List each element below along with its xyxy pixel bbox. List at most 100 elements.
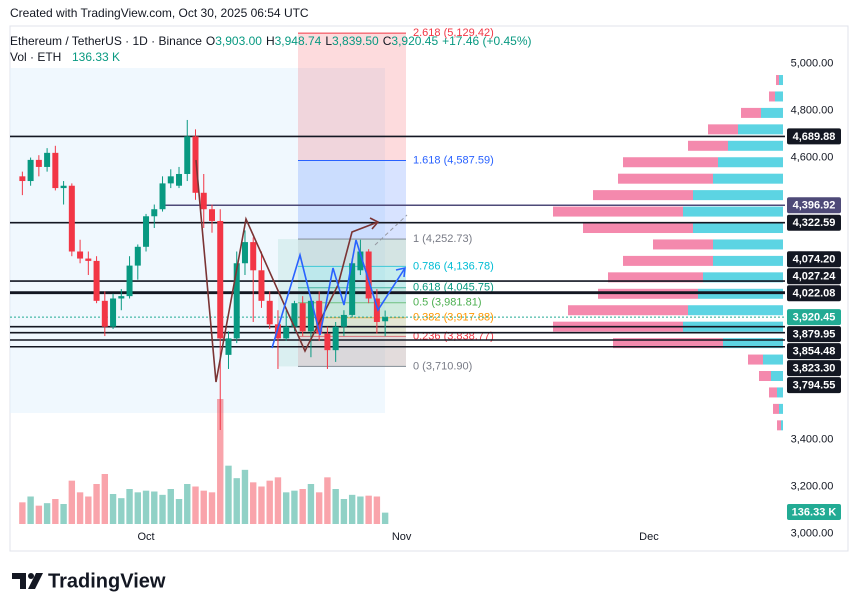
volume-bar (76, 492, 84, 524)
volume-bar (208, 492, 216, 524)
profile-up (779, 75, 783, 86)
volume-bar (35, 505, 43, 524)
candle-body (349, 263, 356, 315)
y-tick-label: 3,400.00 (791, 433, 834, 445)
y-tick-label: 3,200.00 (791, 480, 834, 492)
volume-bar (200, 490, 207, 524)
price-label-box (787, 343, 841, 360)
fib-zone (298, 33, 406, 161)
price-label-box (787, 214, 841, 231)
candle-body (291, 303, 298, 327)
volume-bar (151, 491, 158, 524)
price-label: 4,027.24 (793, 271, 837, 283)
candle-body (134, 246, 141, 266)
candle-body (143, 216, 150, 247)
volume-bar (167, 489, 174, 524)
profile-down (759, 371, 771, 381)
profile-up (728, 140, 783, 151)
candle-body (159, 183, 166, 210)
ohlc-key: O (206, 34, 215, 48)
fib-level-label: 0.5 (3,981.81) (413, 297, 482, 309)
volume-bar (373, 496, 381, 524)
profile-up (738, 124, 783, 135)
fib-zone (298, 160, 406, 240)
profile-down (777, 420, 781, 431)
volume-value: 136.33 K (72, 50, 120, 64)
y-tick-label: 4,800.00 (791, 104, 834, 116)
candle-body (35, 159, 42, 167)
volume-bar (134, 492, 141, 524)
volume-bar (250, 482, 257, 524)
candle-body (19, 176, 26, 182)
profile-up (775, 91, 783, 102)
logo-text: TradingView (48, 570, 166, 592)
arrow-head (395, 266, 406, 278)
ohlc-key: H (266, 34, 275, 48)
volume-bar (258, 486, 265, 524)
candle-body (217, 220, 224, 339)
volume-bar (109, 494, 117, 524)
projection-pattern (271, 239, 406, 349)
profile-down (593, 190, 693, 201)
ohlc-value: 3,839.50 (332, 34, 379, 48)
candle-body (126, 265, 133, 297)
volume-bar (324, 477, 331, 524)
profile-up (763, 354, 783, 365)
volume-bar (225, 465, 232, 524)
volume-bar (348, 494, 356, 524)
volume-bar (282, 492, 290, 524)
profile-up (723, 338, 783, 349)
volume-bar (315, 492, 323, 524)
fib-level-label: 0 (3,710.90) (413, 360, 472, 372)
profile-up (713, 239, 783, 250)
candle-body (60, 185, 67, 189)
symbol-legend: Ethereum / TetherUS · 1D · Binance O3,903… (10, 34, 532, 48)
volume-bar (365, 495, 372, 524)
candle-body (101, 300, 108, 327)
volume-bar (126, 489, 133, 524)
profile-down (688, 140, 728, 151)
volume-bar (291, 490, 298, 524)
volume-bar (266, 480, 273, 524)
candle-body (225, 338, 232, 355)
ohlc-value: 3,903.00 (215, 34, 262, 48)
pattern-drawings (195, 159, 408, 383)
volume-bar (233, 478, 240, 524)
candle-body (266, 300, 273, 325)
profile-down (653, 239, 713, 250)
profile-up (781, 420, 783, 431)
volume-bar (175, 499, 183, 524)
volume-title: Vol · ETH (10, 50, 61, 64)
price-label-box (787, 360, 841, 377)
profile-down (613, 338, 723, 349)
volume-bar (332, 489, 339, 524)
candle-body (44, 152, 51, 167)
volume-bar (340, 499, 348, 524)
candle-body (382, 317, 389, 322)
volume-bar (184, 484, 191, 524)
y-tick-label: 5,000.00 (791, 57, 834, 69)
candle-body (68, 185, 75, 252)
volume-axis-label: 136.33 K (792, 506, 837, 518)
profile-down (623, 157, 718, 168)
fib-level-label: 0.382 (3,917.88) (413, 312, 494, 324)
volume-bar (307, 484, 315, 524)
profile-down (568, 305, 688, 316)
candle-body (365, 251, 372, 299)
candle-body (52, 152, 59, 189)
fib-level-label: 0.786 (4,136.78) (413, 260, 494, 272)
volume-bar (60, 504, 67, 524)
dashed-arrow (374, 214, 408, 246)
profile-up (693, 223, 783, 234)
price-label-box (787, 251, 841, 268)
profile-up (713, 173, 783, 184)
price-label: 4,022.08 (793, 288, 836, 300)
price-label: 4,074.20 (793, 254, 836, 266)
volume-bar (381, 512, 389, 524)
candle-body (258, 270, 265, 301)
profile-down (583, 223, 693, 234)
price-label: 3,823.30 (793, 363, 836, 375)
profile-down (623, 255, 713, 266)
ohlc-key: L (325, 34, 332, 48)
